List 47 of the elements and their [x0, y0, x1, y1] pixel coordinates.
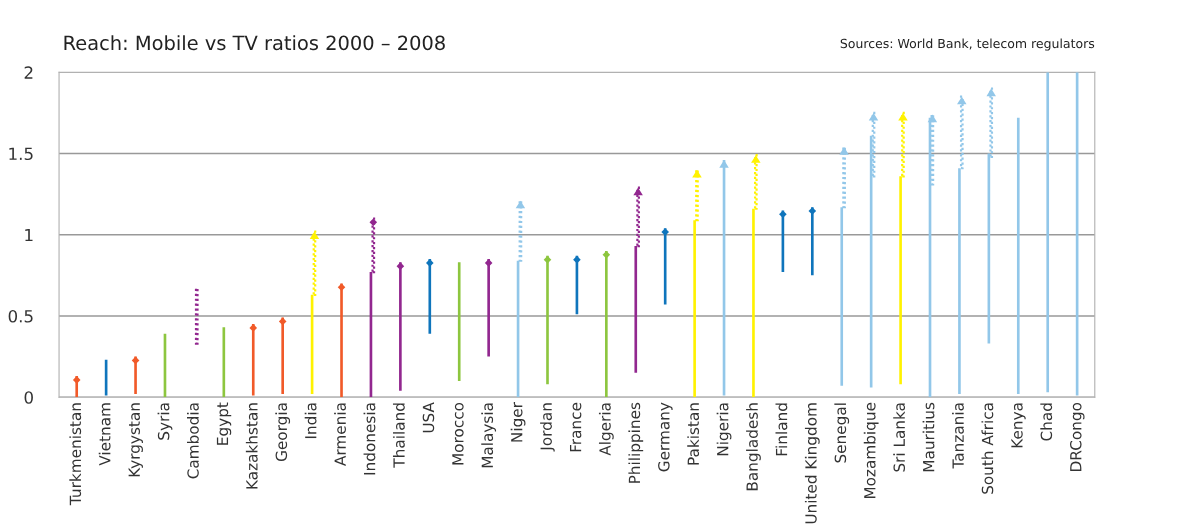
x-tick-label: Egypt	[216, 402, 232, 445]
x-tick-label: DRCongo	[1070, 402, 1085, 471]
x-tick-label: Vietnam	[98, 403, 111, 466]
x-tick-label: Algeria	[598, 403, 614, 456]
x-tick-label: Turkmenistan	[69, 403, 82, 506]
x-tick-label: Pakistan	[687, 403, 700, 465]
x-tick-label: India	[304, 403, 317, 439]
x-tick-label: USA	[422, 402, 435, 433]
bar	[75, 376, 79, 398]
bar	[457, 262, 461, 381]
x-tick-label: Nigeria	[716, 403, 732, 456]
x-tick-label: Kenya	[1011, 403, 1026, 448]
bar	[1046, 72, 1050, 393]
x-tick-label: Sri Lanka	[893, 403, 906, 472]
bar	[194, 287, 199, 345]
x-tick-label: Kazakhstan	[245, 403, 258, 489]
x-tick-label: Chad	[1040, 403, 1053, 441]
y-tick-label: 2	[24, 66, 33, 79]
x-tick-label: Armenia	[334, 403, 346, 466]
source-note: Sources: World Bank, telecom regulators	[840, 38, 1095, 51]
x-tick-label: Philippines	[628, 402, 644, 483]
x-tick-label: Mozambique	[863, 402, 879, 499]
x-tick-label: Jordan	[540, 403, 555, 452]
x-tick-label: Malaysia	[481, 403, 497, 468]
x-tick-label: Senegal	[834, 403, 850, 463]
y-tick-label: 0.5	[8, 309, 33, 323]
x-tick-label: Germany	[658, 402, 673, 472]
x-tick-label: Kyrgystan	[128, 403, 143, 477]
y-tick-label: 1.5	[9, 147, 33, 161]
x-tick-label: Syria	[157, 403, 173, 440]
x-tick-label: Niger	[510, 402, 526, 442]
x-tick-label: Cambodia	[187, 403, 199, 479]
x-tick-label: France	[570, 402, 582, 452]
x-tick-label: Bangladesh	[746, 403, 761, 491]
x-tick-label: Indonesia	[363, 403, 376, 475]
y-tick-label: 1	[25, 228, 33, 242]
x-tick-label: United Kingdom	[804, 403, 820, 524]
x-tick-label: Mauritius	[922, 402, 935, 472]
y-tick-label: 0	[24, 391, 33, 404]
x-tick-label: Finland	[775, 403, 788, 456]
chart-title: Reach: Mobile vs TV ratios 2000 – 2008	[64, 35, 445, 51]
x-tick-label: Thailand	[392, 403, 405, 468]
x-tick-label: Tanzania	[952, 403, 964, 469]
x-tick-label: Georgia	[275, 403, 291, 462]
x-tick-label: South Africa	[981, 403, 994, 494]
bar	[1016, 117, 1020, 394]
x-tick-label: Morocco	[452, 402, 464, 465]
